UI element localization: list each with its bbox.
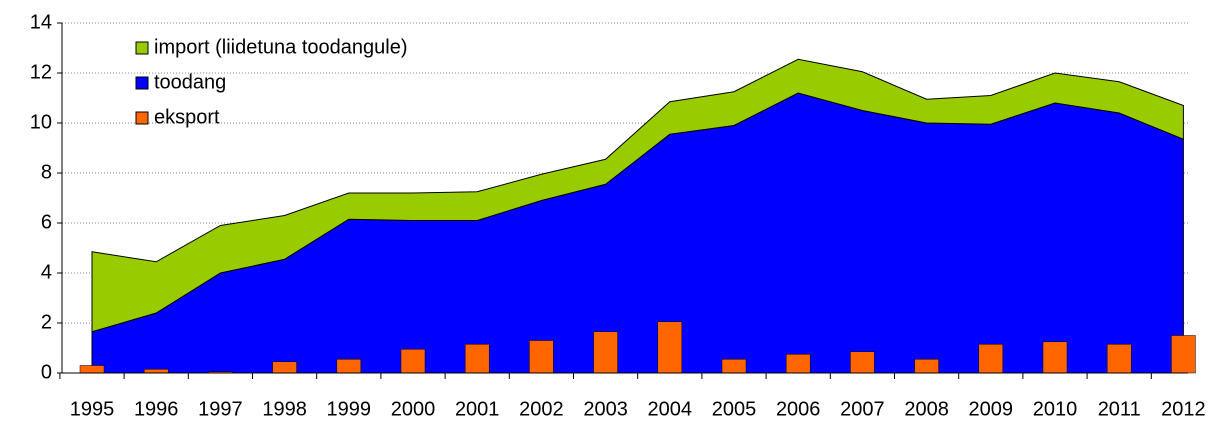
y-tick-label: 0 <box>41 361 52 383</box>
x-tick-label: 1996 <box>134 398 179 420</box>
y-tick-label: 2 <box>41 311 52 333</box>
bar <box>272 361 297 374</box>
bar <box>785 354 811 374</box>
y-tick-label: 8 <box>41 161 52 183</box>
bar <box>914 359 939 374</box>
x-tick-label: 2012 <box>1161 398 1206 420</box>
x-tick-label: 1999 <box>327 398 372 420</box>
x-tick-label: 2011 <box>1098 398 1141 420</box>
bar <box>657 321 683 374</box>
bar <box>1042 341 1068 374</box>
legend-swatch <box>135 41 149 55</box>
x-tick-label: 2006 <box>776 398 821 420</box>
y-tick-label: 14 <box>30 11 52 33</box>
x-tick-label: 2007 <box>840 398 885 420</box>
bar <box>143 369 169 374</box>
x-tick-label: 2002 <box>519 398 564 420</box>
bar <box>336 359 362 374</box>
y-tick-label: 12 <box>30 61 52 83</box>
bar <box>978 344 1004 374</box>
bar <box>1106 344 1132 374</box>
x-tick-label: 2001 <box>455 398 500 420</box>
x-tick-label: 2003 <box>583 398 628 420</box>
area <box>91 58 1184 333</box>
x-tick-label: 2000 <box>391 398 436 420</box>
x-tick-label: 1997 <box>198 398 243 420</box>
bar <box>464 344 490 374</box>
x-tick-label: 2010 <box>1033 398 1078 420</box>
legend-swatch <box>135 111 149 125</box>
legend-label: eksport <box>154 106 220 128</box>
x-tick-label: 1995 <box>70 398 115 420</box>
x-tick-label: 2009 <box>969 398 1014 420</box>
bar <box>721 359 747 374</box>
bar <box>400 349 426 374</box>
y-tick-label: 4 <box>41 261 52 283</box>
bar <box>593 331 618 374</box>
y-tick-label: 6 <box>41 211 52 233</box>
x-tick-label: 2004 <box>648 398 693 420</box>
legend-label: import (liidetuna toodangule) <box>154 36 408 58</box>
x-tick-label: 1998 <box>262 398 307 420</box>
bar <box>529 340 554 374</box>
bar <box>850 351 875 374</box>
y-tick-label: 10 <box>30 111 52 133</box>
x-tick-label: 2008 <box>904 398 949 420</box>
x-tick-label: 2005 <box>712 398 757 420</box>
bar <box>1171 335 1196 374</box>
legend-swatch <box>135 76 149 90</box>
legend-label: toodang <box>154 71 226 93</box>
bar <box>79 365 105 374</box>
